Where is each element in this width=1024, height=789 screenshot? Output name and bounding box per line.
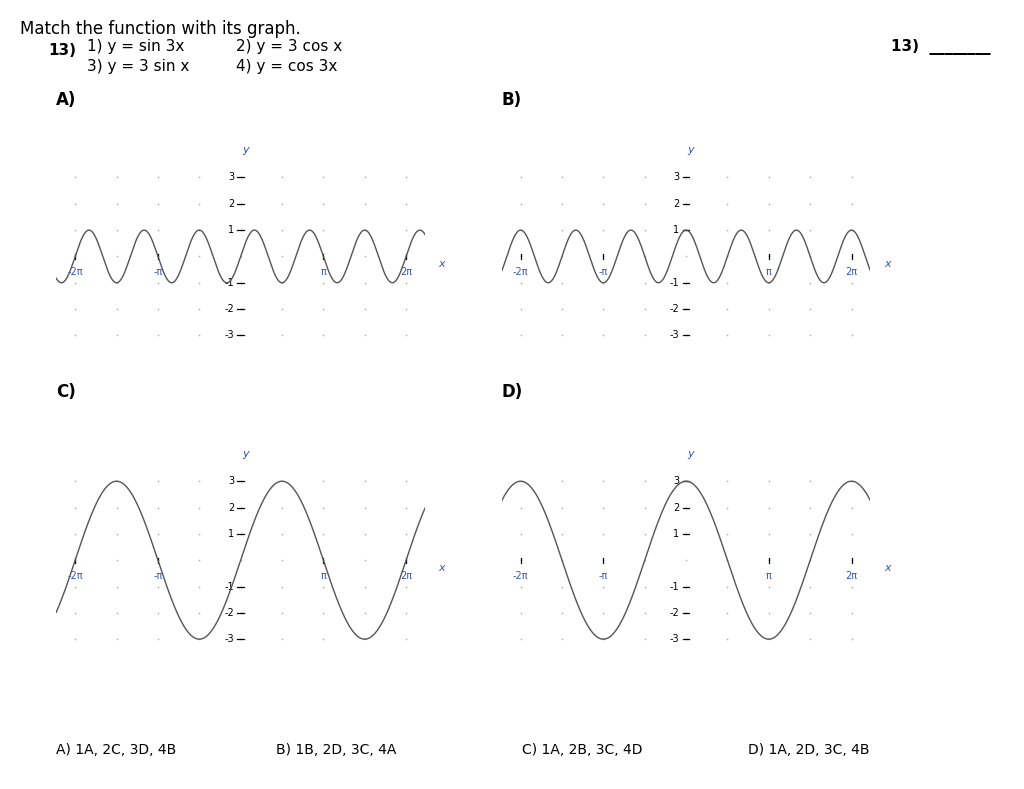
Text: -1: -1 [670, 581, 680, 592]
Text: 13)  ________: 13) ________ [891, 39, 990, 55]
Text: -2π: -2π [68, 571, 83, 581]
Text: 1: 1 [674, 225, 680, 235]
Text: 2π: 2π [400, 267, 412, 278]
Text: D) 1A, 2D, 3C, 4B: D) 1A, 2D, 3C, 4B [748, 743, 869, 757]
Text: Match the function with its graph.: Match the function with its graph. [20, 20, 301, 38]
Text: x: x [438, 259, 445, 269]
Text: 1: 1 [228, 529, 234, 539]
Text: B): B) [502, 91, 522, 109]
Text: x: x [438, 563, 445, 573]
Text: -2π: -2π [513, 267, 528, 278]
Text: -3: -3 [670, 331, 680, 340]
Text: y: y [687, 145, 694, 155]
Text: -1: -1 [670, 278, 680, 288]
Text: A) 1A, 2C, 3D, 4B: A) 1A, 2C, 3D, 4B [56, 743, 176, 757]
Text: -3: -3 [224, 634, 234, 644]
Text: -π: -π [154, 267, 163, 278]
Text: y: y [242, 449, 249, 458]
Text: -2: -2 [670, 304, 680, 314]
Text: -1: -1 [224, 581, 234, 592]
Text: 1: 1 [674, 529, 680, 539]
Text: π: π [321, 571, 327, 581]
Text: 13): 13) [48, 43, 76, 58]
Text: -π: -π [599, 267, 608, 278]
Text: -2: -2 [670, 608, 680, 618]
Text: 4) y = cos 3x: 4) y = cos 3x [236, 59, 337, 74]
Text: -2π: -2π [513, 571, 528, 581]
Text: -3: -3 [670, 634, 680, 644]
Text: 2: 2 [227, 199, 234, 209]
Text: C): C) [56, 383, 76, 401]
Text: 3) y = 3 sin x: 3) y = 3 sin x [87, 59, 189, 74]
Text: D): D) [502, 383, 523, 401]
Text: B) 1B, 2D, 3C, 4A: B) 1B, 2D, 3C, 4A [276, 743, 397, 757]
Text: C) 1A, 2B, 3C, 4D: C) 1A, 2B, 3C, 4D [522, 743, 643, 757]
Text: x: x [884, 259, 891, 269]
Text: π: π [766, 267, 772, 278]
Text: 1) y = sin 3x: 1) y = sin 3x [87, 39, 184, 54]
Text: -2: -2 [224, 304, 234, 314]
Text: 2: 2 [227, 503, 234, 513]
Text: 3: 3 [674, 173, 680, 182]
Text: -2π: -2π [68, 267, 83, 278]
Text: -π: -π [599, 571, 608, 581]
Text: 3: 3 [228, 173, 234, 182]
Text: 2: 2 [673, 503, 680, 513]
Text: 2) y = 3 cos x: 2) y = 3 cos x [236, 39, 342, 54]
Text: 1: 1 [228, 225, 234, 235]
Text: 3: 3 [674, 477, 680, 486]
Text: 2π: 2π [846, 267, 857, 278]
Text: -2: -2 [224, 608, 234, 618]
Text: -3: -3 [224, 331, 234, 340]
Text: π: π [766, 571, 772, 581]
Text: 2π: 2π [846, 571, 857, 581]
Text: 3: 3 [228, 477, 234, 486]
Text: y: y [687, 449, 694, 458]
Text: 2: 2 [673, 199, 680, 209]
Text: π: π [321, 267, 327, 278]
Text: y: y [242, 145, 249, 155]
Text: -1: -1 [224, 278, 234, 288]
Text: A): A) [56, 91, 77, 109]
Text: x: x [884, 563, 891, 573]
Text: -π: -π [154, 571, 163, 581]
Text: 2π: 2π [400, 571, 412, 581]
